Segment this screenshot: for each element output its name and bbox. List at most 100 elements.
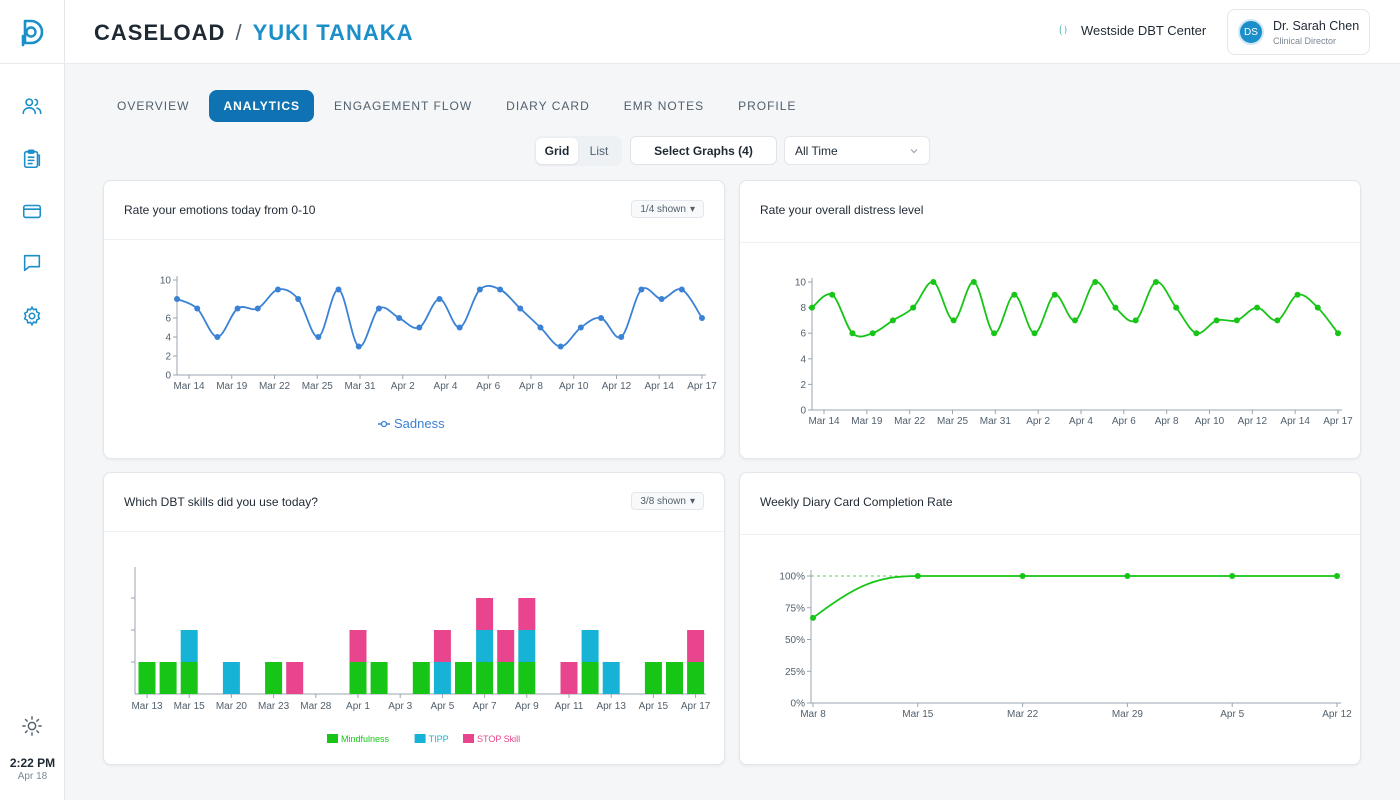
user-profile-card[interactable]: DS Dr. Sarah Chen Clinical Director bbox=[1227, 9, 1370, 55]
data-point bbox=[1213, 317, 1220, 324]
card-divider bbox=[104, 239, 724, 240]
breadcrumb-separator: / bbox=[235, 20, 243, 45]
y-tick-label: 0 bbox=[800, 406, 806, 417]
message-icon[interactable] bbox=[20, 251, 44, 275]
caret-down-icon: ▾ bbox=[689, 495, 695, 507]
bar-stop-skill bbox=[497, 630, 515, 662]
skills-series-filter[interactable]: 3/8 shown ▾ bbox=[631, 492, 704, 510]
emotions-chart-card: Rate your emotions today from 0-10 1/4 s… bbox=[103, 180, 725, 459]
time-range-value: All Time bbox=[795, 143, 838, 158]
patient-tabs: OVERVIEW ANALYTICS ENGAGEMENT FLOW DIARY… bbox=[103, 90, 816, 122]
x-tick-label: Mar 25 bbox=[302, 381, 334, 392]
x-tick-label: Apr 17 bbox=[687, 381, 717, 392]
data-point bbox=[295, 296, 302, 302]
clipboard-icon[interactable] bbox=[20, 147, 44, 171]
card-divider bbox=[740, 242, 1360, 243]
data-point bbox=[174, 296, 180, 302]
credit-card-icon[interactable] bbox=[20, 199, 44, 223]
x-tick-label: Mar 20 bbox=[216, 701, 248, 712]
users-icon[interactable] bbox=[20, 94, 44, 118]
bar-mindfulness bbox=[476, 662, 494, 694]
x-tick-label: Mar 14 bbox=[173, 381, 205, 392]
data-point bbox=[1124, 573, 1131, 579]
x-tick-label: Apr 12 bbox=[602, 381, 632, 392]
data-point bbox=[930, 279, 937, 285]
legend-label-sadness: Sadness bbox=[394, 416, 445, 431]
data-point bbox=[1112, 304, 1119, 311]
bar-mindfulness bbox=[518, 662, 536, 694]
breadcrumb: CASELOAD / YUKI TANAKA bbox=[94, 20, 414, 46]
clock-date: Apr 18 bbox=[17, 771, 48, 782]
organization-logo-icon bbox=[1059, 24, 1067, 36]
legend-swatch bbox=[327, 734, 338, 743]
y-tick-label: 25% bbox=[785, 667, 805, 678]
x-tick-label: Apr 17 bbox=[681, 701, 711, 712]
data-point bbox=[436, 296, 443, 302]
tab-diary-card[interactable]: DIARY CARD bbox=[506, 99, 590, 113]
app-logo[interactable] bbox=[16, 16, 48, 48]
data-point bbox=[849, 330, 856, 337]
y-tick-label: 0 bbox=[165, 371, 171, 382]
bar-stop-skill bbox=[518, 598, 536, 630]
x-tick-label: Mar 29 bbox=[1112, 709, 1144, 720]
data-point bbox=[315, 334, 322, 340]
select-graphs-button[interactable]: Select Graphs (4) bbox=[630, 136, 777, 165]
x-tick-label: Mar 19 bbox=[216, 381, 248, 392]
data-point bbox=[254, 305, 261, 312]
data-point bbox=[396, 315, 403, 321]
data-point bbox=[889, 317, 896, 324]
x-tick-label: Apr 7 bbox=[473, 701, 497, 712]
x-tick-label: Mar 31 bbox=[344, 381, 376, 392]
data-point bbox=[1173, 304, 1180, 311]
time-range-select[interactable]: All Time bbox=[784, 136, 930, 165]
clock-time: 2:22 PM bbox=[9, 756, 56, 770]
bar-stop-skill bbox=[349, 630, 367, 662]
y-tick-label: 75% bbox=[785, 603, 805, 614]
tab-profile[interactable]: PROFILE bbox=[738, 99, 797, 113]
bar-tipp bbox=[476, 630, 494, 662]
user-name: Dr. Sarah Chen bbox=[1273, 18, 1360, 33]
legend-swatch bbox=[463, 734, 474, 743]
sun-icon[interactable] bbox=[20, 714, 44, 738]
x-tick-label: Mar 22 bbox=[1007, 709, 1039, 720]
x-tick-label: Apr 6 bbox=[1112, 416, 1136, 427]
bar-stop-skill bbox=[286, 662, 304, 694]
x-tick-label: Apr 12 bbox=[1322, 709, 1352, 720]
gear-icon[interactable] bbox=[20, 304, 44, 328]
x-tick-label: Apr 15 bbox=[639, 701, 669, 712]
tab-overview[interactable]: OVERVIEW bbox=[117, 99, 190, 113]
bar-mindfulness bbox=[455, 662, 472, 694]
x-tick-label: Apr 2 bbox=[391, 381, 415, 392]
y-tick-label: 100% bbox=[779, 572, 805, 583]
tab-emr-notes[interactable]: EMR NOTES bbox=[623, 99, 705, 113]
sidebar-divider bbox=[0, 63, 65, 64]
bar-tipp bbox=[602, 662, 620, 694]
tab-engagement-flow[interactable]: ENGAGEMENT FLOW bbox=[334, 99, 473, 113]
completion-chart-title: Weekly Diary Card Completion Rate bbox=[760, 495, 953, 509]
view-list-button[interactable]: List bbox=[589, 144, 609, 158]
bar-mindfulness bbox=[412, 662, 430, 694]
view-grid-button[interactable]: Grid bbox=[536, 138, 578, 164]
x-tick-label: Mar 25 bbox=[937, 416, 969, 427]
bar-mindfulness bbox=[265, 662, 283, 694]
emotions-series-filter[interactable]: 1/4 shown ▾ bbox=[631, 200, 704, 218]
data-point bbox=[1294, 291, 1301, 298]
x-tick-label: Apr 8 bbox=[1155, 416, 1179, 427]
data-point bbox=[914, 573, 921, 579]
data-point bbox=[869, 330, 876, 337]
bar-tipp bbox=[518, 630, 536, 662]
data-point bbox=[1132, 317, 1139, 324]
tab-analytics[interactable]: ANALYTICS bbox=[209, 90, 315, 122]
y-tick-label: 50% bbox=[785, 635, 805, 646]
view-toggle: Grid List bbox=[534, 136, 622, 166]
bar-tipp bbox=[222, 662, 240, 694]
data-point bbox=[658, 296, 665, 302]
breadcrumb-caseload[interactable]: CASELOAD bbox=[94, 20, 226, 45]
data-point bbox=[810, 614, 816, 621]
data-point bbox=[1193, 330, 1200, 337]
x-tick-label: Apr 5 bbox=[430, 701, 454, 712]
x-tick-label: Apr 10 bbox=[559, 381, 589, 392]
distress-line-chart: 0 2 4 6 8 10 Mar 14 Mar 19 Mar 22 Mar 25 Mar 31 Apr… bbox=[795, 278, 1353, 428]
x-tick-label: Apr 6 bbox=[476, 381, 500, 392]
y-tick-label: 6 bbox=[165, 314, 171, 325]
